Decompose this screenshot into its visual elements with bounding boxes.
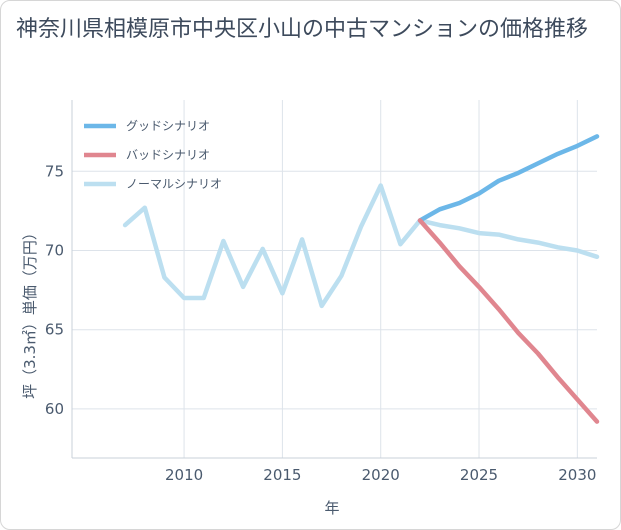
y-tick-label: 65 (45, 321, 64, 339)
axes (71, 100, 597, 459)
series-line-good (417, 134, 600, 223)
series-lines (122, 134, 600, 424)
x-tick-label: 2025 (460, 466, 498, 484)
x-tick-label: 2010 (165, 466, 203, 484)
y-tick-label: 75 (45, 162, 64, 180)
chart-title: 神奈川県相模原市中央区小山の中古マンションの価格推移 (16, 17, 589, 42)
y-tick-label: 60 (45, 400, 64, 418)
x-tick-label: 2030 (558, 466, 596, 484)
x-tick-label: 2020 (362, 466, 400, 484)
x-axis-label: 年 (324, 499, 339, 517)
legend-label-normal: ノーマルシナリオ (126, 177, 222, 191)
series-line-normal (122, 183, 600, 309)
tick-labels: 2010 2015 2020 2025 2030 60 65 70 75 (45, 162, 597, 484)
legend-label-good: グッドシナリオ (126, 119, 210, 133)
series-line-bad (417, 218, 600, 424)
legend-label-bad: バッドシナリオ (126, 148, 210, 162)
grid-lines (72, 100, 597, 458)
x-tick-label: 2015 (263, 466, 301, 484)
y-axis-label: 坪（3.3㎡）単価（万円） (21, 225, 39, 399)
y-tick-label: 70 (45, 241, 64, 259)
